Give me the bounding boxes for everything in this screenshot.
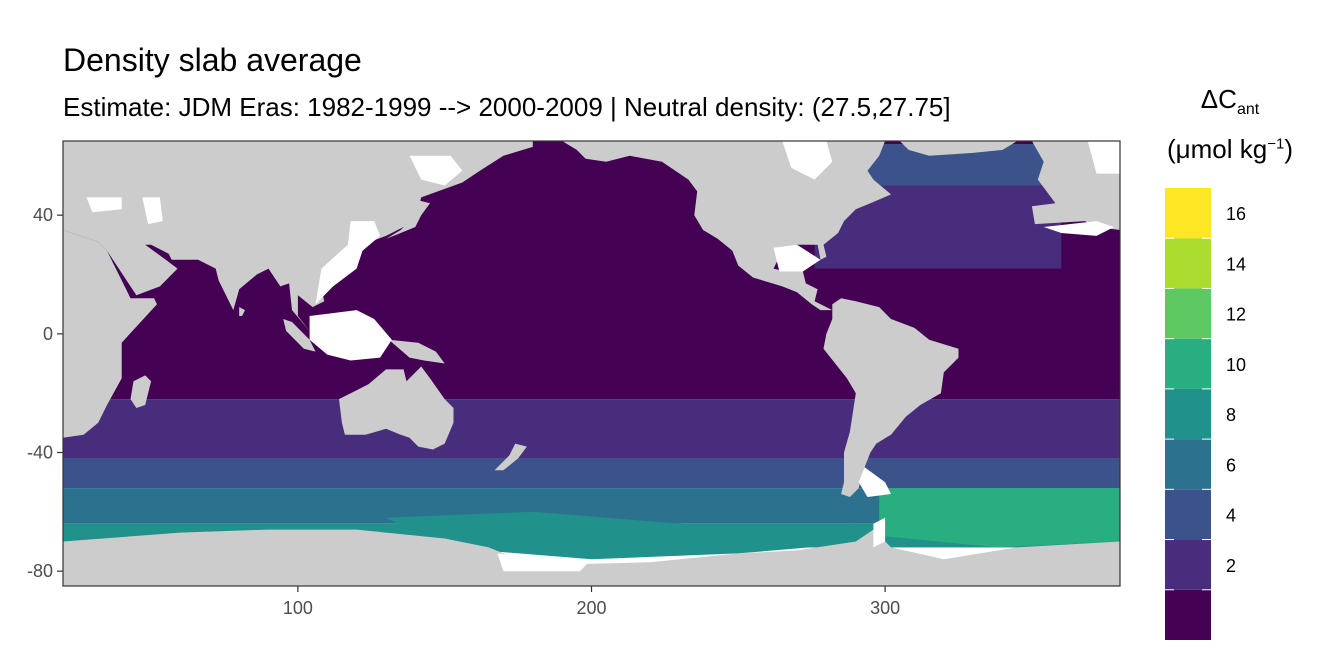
legend-swatch-5	[1165, 338, 1211, 389]
legend-unit: (μmol kg−1)	[1167, 134, 1293, 164]
no-data-mediterranean	[1043, 221, 1115, 236]
legend-swatch-3	[1165, 439, 1211, 490]
legend-label-6: 6	[1226, 455, 1236, 475]
land-new-zealand	[494, 443, 527, 471]
y-tick-label--80: -80	[27, 561, 53, 581]
land-africa	[63, 230, 157, 438]
map-layer	[63, 141, 1120, 586]
legend-label-16: 16	[1226, 204, 1246, 224]
legend-label-8: 8	[1226, 405, 1236, 425]
north-atlantic-band-1	[814, 185, 1062, 269]
land-new-guinea	[388, 339, 445, 364]
north-atlantic-band-0	[852, 144, 1062, 186]
no-data-ross-shelf	[497, 553, 592, 572]
legend-label-10: 10	[1226, 355, 1246, 375]
no-data-patagonia-shelf	[858, 467, 891, 497]
no-data-weddell-edge	[873, 517, 886, 548]
no-data-indonesia	[309, 310, 392, 361]
legend-layer: 2 4 6 8 10 12 14 16	[1165, 188, 1246, 640]
x-tick-label-300: 300	[870, 598, 900, 618]
x-tick-label-200: 200	[576, 598, 606, 618]
no-data-baltic	[1087, 141, 1120, 174]
south-atlantic-maximum	[879, 488, 1120, 548]
no-data-caspian	[142, 197, 163, 225]
land-south-america	[823, 298, 959, 497]
legend-label-4: 4	[1226, 506, 1236, 526]
y-tick-label-40: 40	[33, 205, 53, 225]
antarctic-shelf-band	[386, 511, 880, 560]
legend-swatch-4	[1165, 388, 1211, 440]
no-data-hudson	[782, 141, 833, 180]
land-india-ceylon	[239, 307, 245, 316]
legend-title: ΔCant	[1200, 84, 1260, 119]
land-australia	[339, 366, 454, 450]
legend-label-2: 2	[1226, 556, 1236, 576]
legend-swatch-2	[1165, 489, 1211, 540]
chart-title: Density slab average	[63, 42, 362, 78]
land-north-america	[562, 141, 891, 311]
y-tick-label-0: 0	[43, 324, 53, 344]
land-greenland	[899, 141, 1018, 156]
land-sumatra	[283, 319, 316, 352]
legend-swatch-1	[1165, 539, 1211, 590]
legend-swatch-0	[1165, 589, 1211, 640]
no-data-china-seas	[315, 221, 381, 305]
chart-subtitle: Estimate: JDM Eras: 1982-1999 --> 2000-2…	[63, 92, 951, 122]
ocean-band-2	[63, 458, 1120, 489]
no-data-gulf-mexico	[773, 244, 821, 272]
land-japan	[386, 200, 430, 239]
y-tick-label--40: -40	[27, 443, 53, 463]
legend-swatch-6	[1165, 288, 1211, 339]
legend-swatch-7	[1165, 238, 1211, 289]
legend-label-14: 14	[1226, 254, 1246, 274]
land-antarctica	[63, 529, 1120, 586]
land-eurasia	[63, 141, 533, 331]
x-tick-label-100: 100	[283, 598, 313, 618]
land-madagascar	[130, 375, 152, 408]
no-data-okhotsk	[409, 155, 463, 186]
legend-swatch-8	[1165, 188, 1211, 239]
legend-label-12: 12	[1226, 305, 1246, 325]
ocean-band-1	[63, 399, 1120, 459]
no-data-black-sea	[86, 197, 122, 213]
